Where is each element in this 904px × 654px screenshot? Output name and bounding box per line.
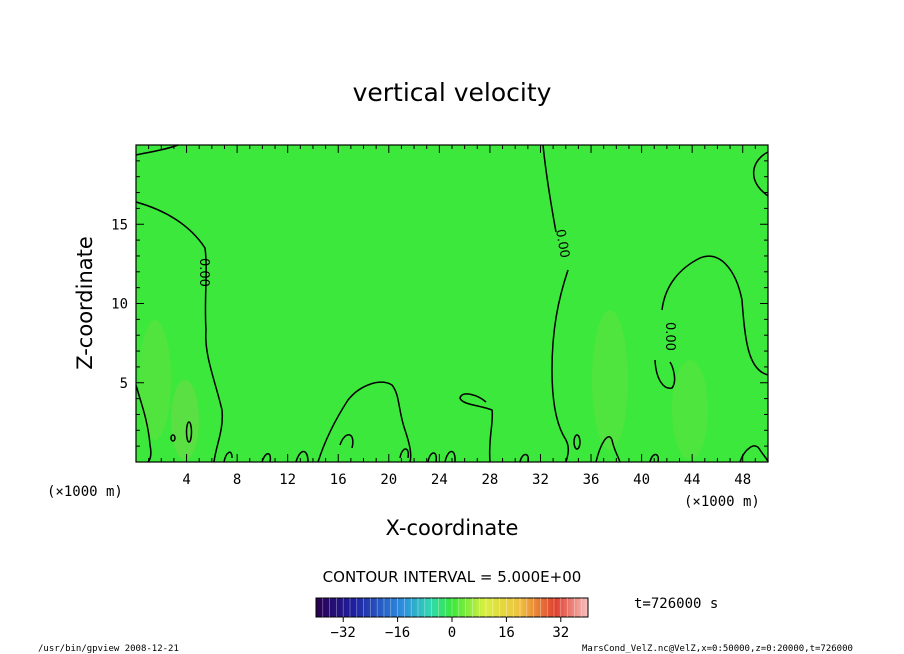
y-tick-label: 10 xyxy=(111,297,128,313)
contour-line xyxy=(649,453,660,463)
contour-label: 0.00 xyxy=(662,322,677,351)
shading-patch xyxy=(171,380,199,460)
x-tick-label: 40 xyxy=(633,472,650,488)
y-tick-label: 5 xyxy=(120,376,128,392)
x-tick-label: 28 xyxy=(481,472,498,488)
shading-patch xyxy=(672,360,708,460)
contour-line xyxy=(135,144,179,156)
contour-line xyxy=(752,151,769,197)
y-axis-label: Z-coordinate xyxy=(73,236,97,370)
x-tick-label: 20 xyxy=(380,472,397,488)
contour-line xyxy=(573,434,581,450)
x-tick-label: 8 xyxy=(233,472,241,488)
contour-line xyxy=(317,381,412,463)
contour-line xyxy=(261,453,272,463)
colorbar-tick-label: 16 xyxy=(498,625,515,641)
x-tick-label: 32 xyxy=(532,472,549,488)
contour-line xyxy=(185,421,193,443)
contour-line xyxy=(399,448,410,459)
contour-lines xyxy=(135,144,769,463)
contour-label: 0.00 xyxy=(552,228,572,259)
footer-right: MarsCond_VelZ.nc@VelZ,x=0:50000,z=0:2000… xyxy=(582,644,853,654)
contour-line xyxy=(339,434,354,449)
x-tick-label: 4 xyxy=(182,472,190,488)
colorbar-bands xyxy=(322,598,582,617)
contour-line xyxy=(170,434,176,442)
contour-line xyxy=(739,445,769,463)
contour-line xyxy=(427,452,438,463)
colorbar: −32 −16 0 16 32 xyxy=(315,597,589,641)
footer-left: /usr/bin/gpview 2008-12-21 xyxy=(38,644,179,654)
contour-line xyxy=(135,201,224,463)
x-tick-label: 48 xyxy=(734,472,751,488)
contour-line xyxy=(595,436,621,463)
contour-line xyxy=(295,450,309,463)
x-tick-label: 24 xyxy=(431,472,448,488)
contour-line xyxy=(135,384,152,463)
contour-line xyxy=(542,144,557,233)
x-tick-label: 44 xyxy=(684,472,701,488)
x-tick-label: 36 xyxy=(583,472,600,488)
colorbar-tick-label: 32 xyxy=(552,625,569,641)
x-unit-right: (×1000 m) xyxy=(684,494,760,510)
shading-patch xyxy=(139,320,171,440)
contour-interval: CONTOUR INTERVAL = 5.000E+00 xyxy=(323,568,582,586)
contour-line xyxy=(459,393,494,463)
colorbar-ticks: −32 −16 0 16 32 xyxy=(331,617,569,641)
x-tick-label: 16 xyxy=(330,472,347,488)
contour-line xyxy=(444,450,456,463)
contour-label: 0.00 xyxy=(196,258,211,287)
plot-area: 0.00 0.00 0.00 4 8 12 16 20 24 28 32 36 40 44 48510… xyxy=(111,144,769,488)
x-axis-label: X-coordinate xyxy=(386,516,519,540)
contour-line xyxy=(654,359,676,389)
colorbar-tick-label: −32 xyxy=(331,625,356,641)
colorbar-tick-label: 0 xyxy=(448,625,456,641)
shading-patch xyxy=(592,310,628,450)
colorbar-tick-label: −16 xyxy=(385,625,410,641)
time-label: t=726000 s xyxy=(634,596,718,612)
x-tick-label: 12 xyxy=(279,472,296,488)
x-unit-left: (×1000 m) xyxy=(47,484,123,500)
y-tick-label: 15 xyxy=(111,217,128,233)
chart-title: vertical velocity xyxy=(353,78,552,107)
contour-line xyxy=(661,255,769,376)
contour-line xyxy=(551,269,570,463)
